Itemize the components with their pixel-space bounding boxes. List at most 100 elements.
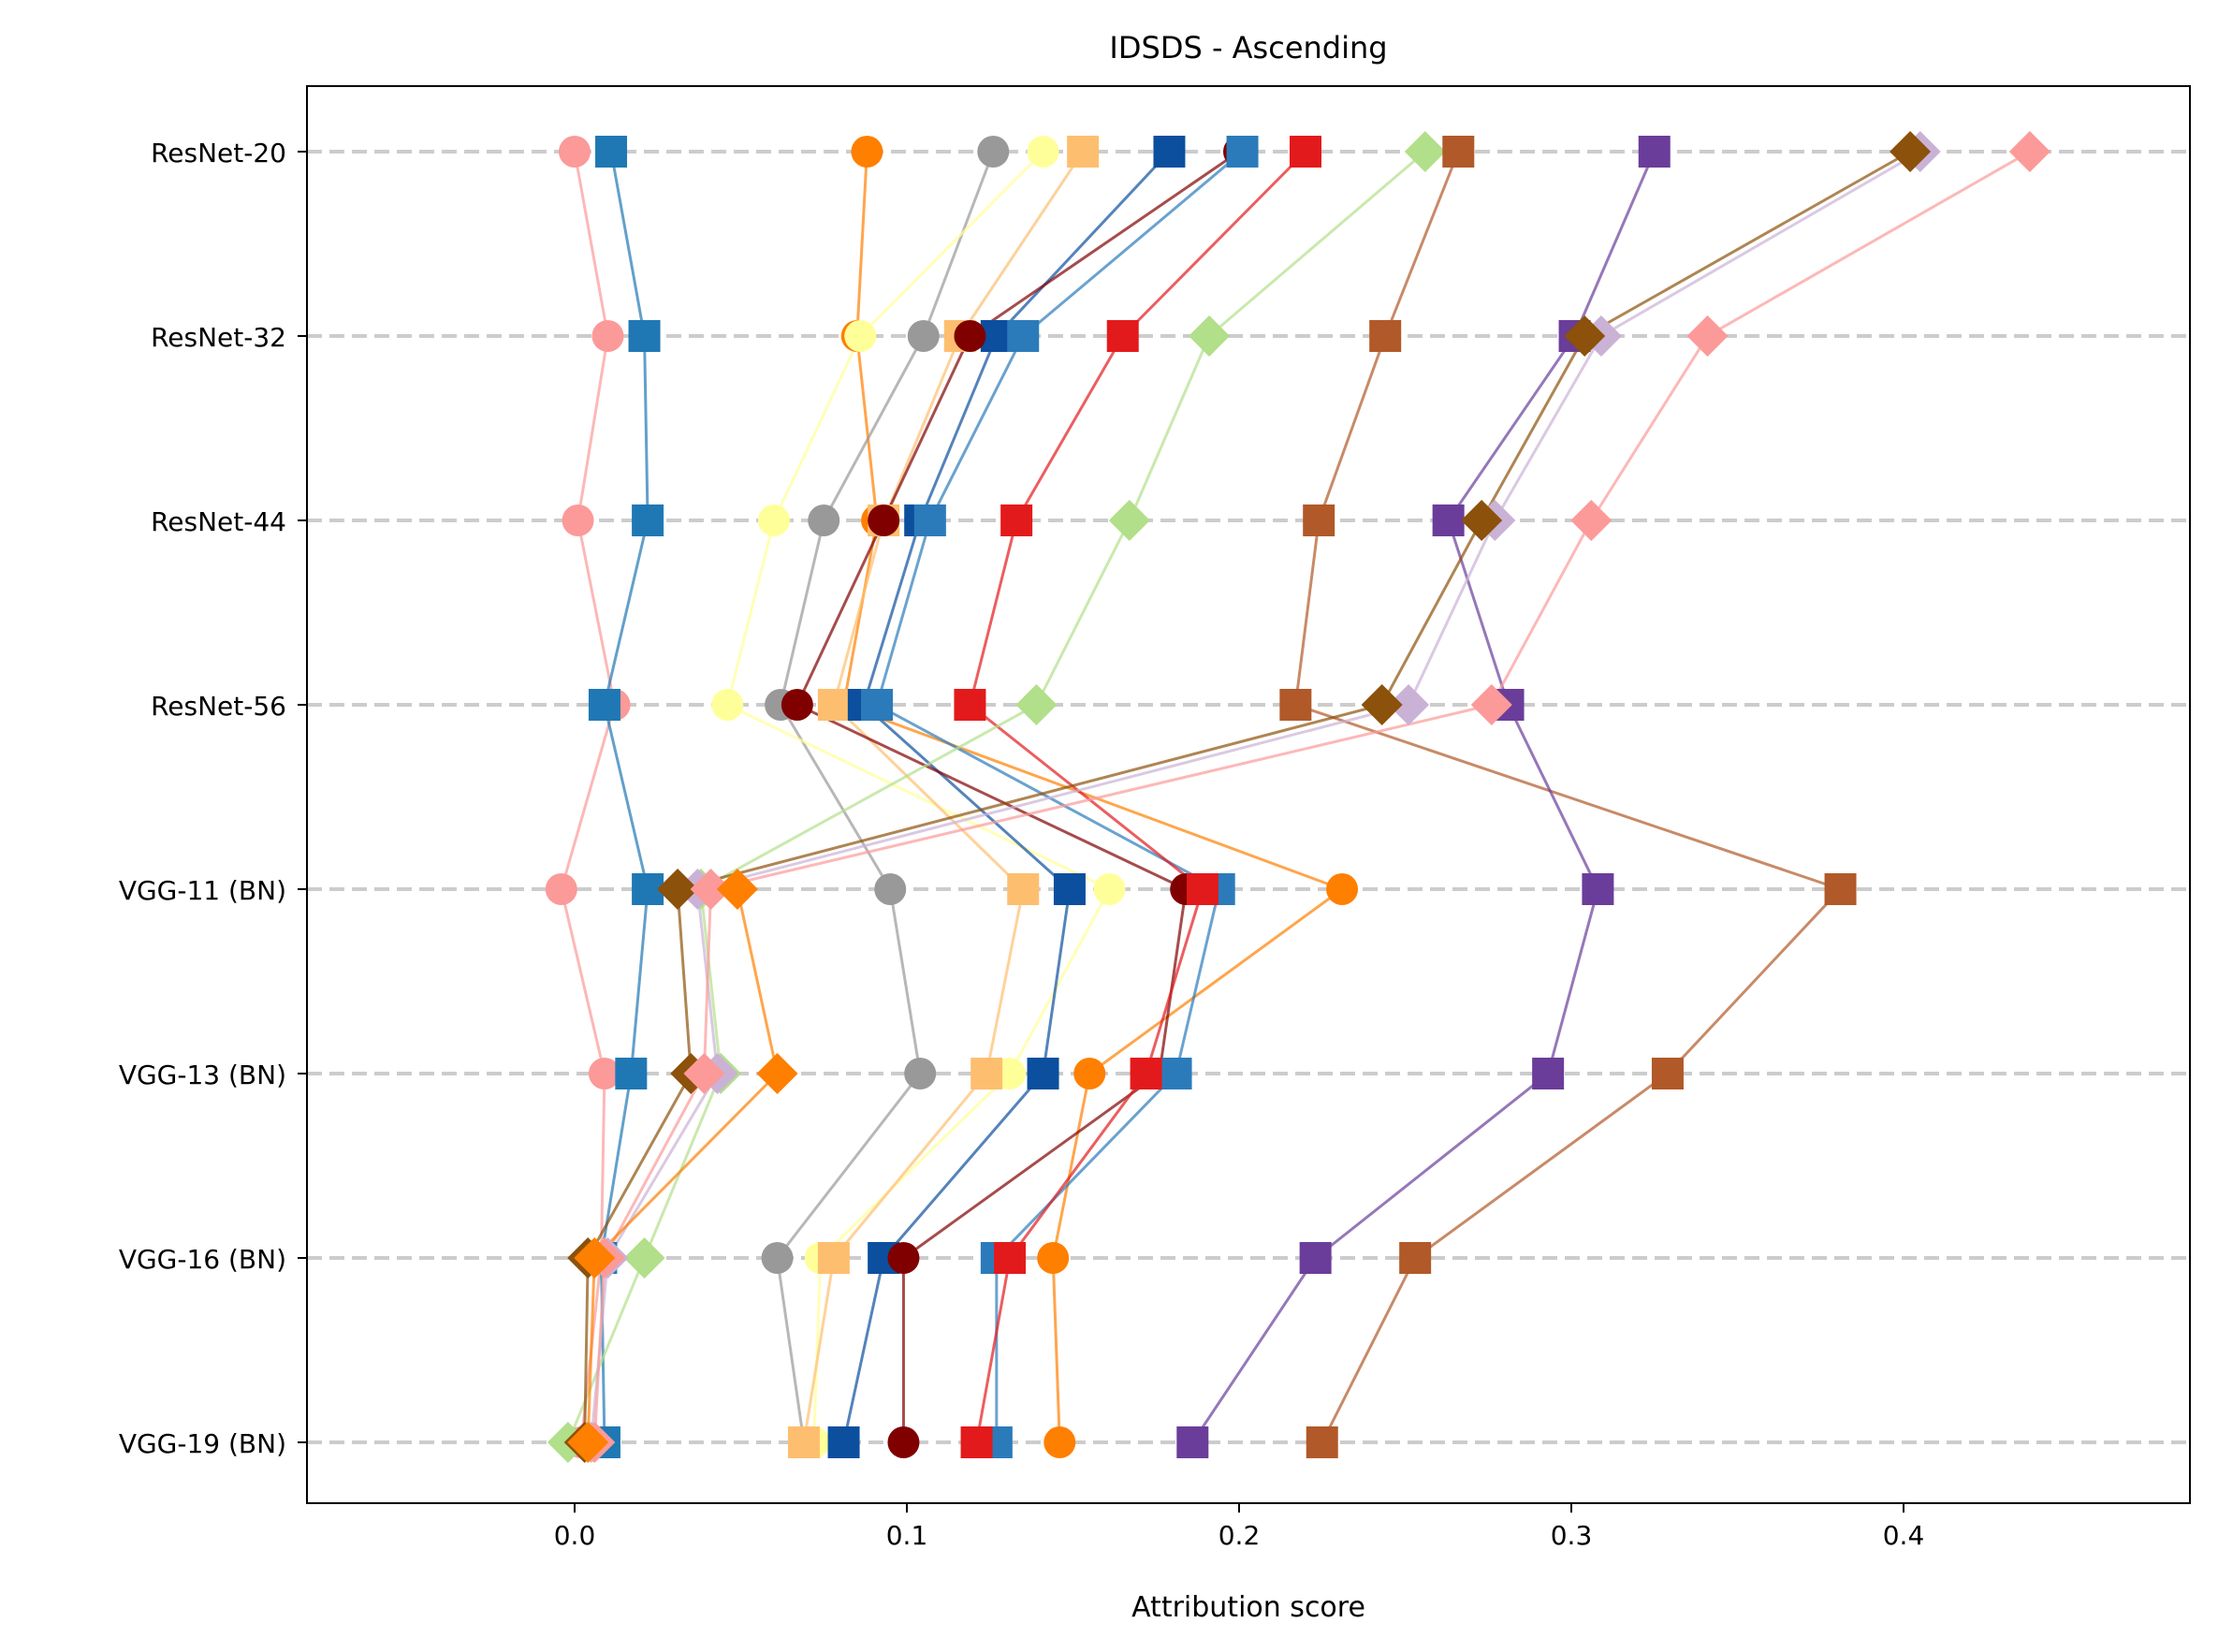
data-point [628,320,661,352]
data-point [1570,500,1612,541]
data-point [1093,873,1126,905]
data-point [1186,873,1218,905]
data-point [907,320,940,352]
data-point [1160,1058,1192,1089]
y-tick-label: ResNet-44 [151,506,286,537]
plot-frame [306,85,2191,1504]
data-point [874,873,907,905]
data-point [851,136,883,168]
data-point [887,1242,920,1274]
data-point [817,1242,850,1274]
data-point [980,320,1013,352]
y-tick-label: VGG-19 (BN) [119,1428,286,1459]
data-point [1000,504,1033,536]
data-point [683,1053,725,1094]
data-point [1073,1058,1106,1089]
y-tick-label: VGG-13 (BN) [119,1060,286,1090]
data-point [887,1426,920,1458]
data-point [861,689,894,721]
x-axis-label: Attribution score [1131,1591,1365,1624]
data-point [977,136,1010,168]
series-line [795,150,1240,1442]
data-point [1130,1058,1162,1089]
data-point [1470,684,1512,725]
data-point [1106,320,1139,352]
data-point [1290,136,1321,168]
data-point [1007,873,1040,905]
data-point [1303,504,1335,536]
data-point [591,320,624,352]
data-point [1027,1058,1059,1089]
series-line [586,888,780,1443]
series-line [725,150,1112,1443]
data-point [657,869,699,910]
data-point [781,689,813,721]
data-point [913,504,946,536]
series-lines [560,150,2031,1443]
data-point [954,689,986,721]
series-line [560,151,617,1443]
data-point [2008,131,2050,172]
data-point [1399,1242,1432,1274]
data-point [1388,684,1430,725]
data-point [1299,1242,1332,1274]
chart-title: IDSDS - Ascending [1109,30,1387,66]
data-point [1890,131,1932,172]
data-point [960,1426,993,1458]
data-point [1067,136,1100,168]
data-point [562,504,594,536]
y-tick-label: ResNet-32 [151,322,286,353]
data-point [994,1242,1027,1274]
data-point [1361,684,1403,725]
data-point [1108,500,1150,541]
data-point [1369,320,1402,352]
data-point [1279,689,1312,721]
x-axis: 0.0 0.1 0.2 0.3 0.4 [554,1503,1925,1551]
data-point [567,1422,609,1463]
data-point [1686,315,1729,357]
data-point [1226,136,1259,168]
y-tick-label: ResNet-20 [151,138,286,168]
series-line [592,150,2031,1443]
data-point [690,869,732,910]
data-point [1176,1426,1209,1458]
data-point [559,136,591,168]
series-line [775,151,995,1443]
series-line [1293,151,1844,1443]
data-point [808,504,840,536]
data-point [1824,873,1857,905]
data-point [1053,873,1086,905]
data-point [1564,315,1606,357]
data-point [904,1058,937,1089]
y-tick-label: VGG-16 (BN) [119,1244,286,1275]
data-point [1037,1242,1070,1274]
data-point [588,1058,620,1089]
data-point [1651,1058,1684,1089]
data-point [1461,500,1503,541]
series-line [583,150,1911,1443]
data-point [844,320,877,352]
data-point [1582,873,1614,905]
x-tick-label: 0.3 [1551,1520,1593,1551]
data-point [1007,320,1040,352]
data-point [761,1242,794,1274]
series-line [1191,151,1656,1443]
x-tick-label: 0.4 [1883,1520,1925,1551]
data-point [716,869,758,910]
data-point [595,136,628,168]
data-point [1043,1426,1076,1458]
data-point [1306,1426,1338,1458]
x-tick-label: 0.0 [554,1520,596,1551]
data-point [711,689,744,721]
y-tick-label: ResNet-56 [151,691,286,722]
data-point [545,873,577,905]
data-point [1638,136,1671,168]
data-point [1442,136,1475,168]
series-markers [545,131,2050,1463]
data-point [1027,136,1059,168]
series-line [968,150,1307,1443]
data-point [954,320,986,352]
data-point [1404,131,1446,172]
